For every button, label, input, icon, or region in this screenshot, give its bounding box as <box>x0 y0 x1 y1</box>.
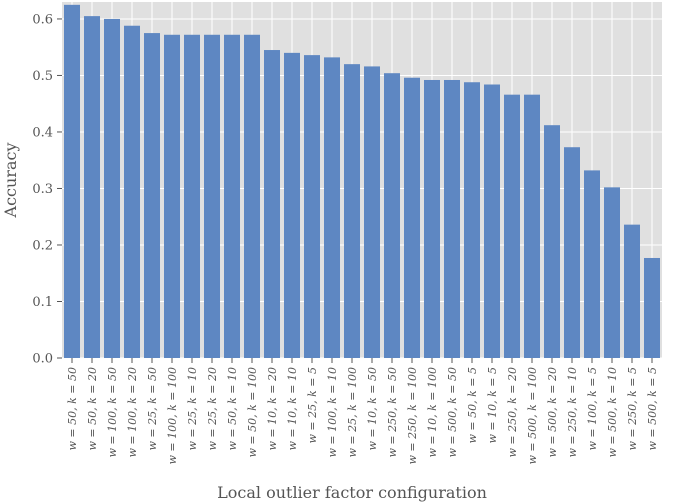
x-tick-label: w = 500, k = 5 <box>646 367 659 451</box>
bar <box>104 18 120 358</box>
x-tick-label: w = 10, k = 100 <box>426 367 439 458</box>
bars <box>64 4 660 359</box>
bar <box>564 147 580 358</box>
bar <box>84 16 100 358</box>
x-tick-label: w = 100, k = 20 <box>126 367 139 458</box>
x-tick-label: w = 500, k = 100 <box>526 367 539 465</box>
x-tick-label: w = 250, k = 20 <box>506 367 519 458</box>
x-tick-label: w = 10, k = 50 <box>366 367 379 451</box>
y-tick-label: 0.4 <box>32 125 53 140</box>
y-tick-label: 0.5 <box>32 69 53 84</box>
x-tick-label: w = 250, k = 10 <box>566 367 579 458</box>
x-tick-label: w = 50, k = 20 <box>86 367 99 451</box>
y-axis-label: Accuracy <box>1 143 20 219</box>
bar <box>184 34 200 359</box>
x-tick-label: w = 100, k = 50 <box>106 367 119 458</box>
y-tick-label: 0.0 <box>32 352 53 367</box>
x-axis-ticks: w = 50, k = 50 w = 50, k = 20 w = 100, k =… <box>66 358 659 465</box>
bar <box>264 50 280 359</box>
bar <box>484 84 500 358</box>
x-tick-label: w = 100, k = 5 <box>586 367 599 451</box>
bar <box>64 4 80 358</box>
y-tick-label: 0.6 <box>32 12 53 27</box>
bar <box>164 34 180 359</box>
bar <box>504 94 520 358</box>
bar <box>364 66 380 359</box>
bar <box>644 257 660 358</box>
x-tick-label: w = 50, k = 5 <box>466 367 479 444</box>
x-tick-label: w = 500, k = 20 <box>546 367 559 458</box>
x-tick-label: w = 25, k = 100 <box>346 367 359 458</box>
bar <box>204 34 220 359</box>
bar <box>464 82 480 358</box>
x-tick-label: w = 25, k = 50 <box>146 367 159 451</box>
bar <box>224 34 240 359</box>
bar <box>444 79 460 358</box>
x-tick-label: w = 100, k = 100 <box>166 367 179 465</box>
x-tick-label: w = 10, k = 20 <box>266 367 279 451</box>
x-tick-label: w = 10, k = 5 <box>486 367 499 444</box>
x-tick-label: w = 500, k = 50 <box>446 367 459 458</box>
bar <box>284 52 300 358</box>
x-tick-label: w = 50, k = 50 <box>66 367 79 451</box>
bar <box>424 79 440 358</box>
bar <box>244 34 260 359</box>
y-tick-label: 0.2 <box>32 238 53 253</box>
x-tick-label: w = 50, k = 10 <box>226 367 239 451</box>
y-tick-label: 0.3 <box>32 182 53 197</box>
x-tick-label: w = 25, k = 20 <box>206 367 219 451</box>
x-tick-label: w = 250, k = 50 <box>386 367 399 458</box>
bar <box>384 73 400 358</box>
x-tick-label: w = 50, k = 100 <box>246 367 259 458</box>
bar <box>404 77 420 358</box>
x-axis-label: Local outlier factor configuration <box>217 483 487 502</box>
plot-area <box>62 2 662 358</box>
bar <box>144 33 160 358</box>
y-tick-label: 0.1 <box>32 295 53 310</box>
bar <box>524 94 540 358</box>
x-tick-label: w = 10, k = 10 <box>286 367 299 451</box>
bar <box>584 170 600 358</box>
bar <box>324 57 340 358</box>
x-tick-label: w = 500, k = 10 <box>606 367 619 458</box>
bar <box>624 224 640 358</box>
x-tick-label: w = 250, k = 100 <box>406 367 419 465</box>
bar <box>344 64 360 359</box>
x-tick-label: w = 25, k = 10 <box>186 367 199 451</box>
bar <box>124 25 140 358</box>
x-tick-label: w = 100, k = 10 <box>326 367 339 458</box>
y-axis-ticks: 0.0 0.1 0.2 0.3 0.4 0.5 0.6 <box>32 12 62 367</box>
bar <box>544 125 560 358</box>
bar <box>304 55 320 358</box>
bar <box>604 187 620 358</box>
x-tick-label: w = 250, k = 5 <box>626 367 639 451</box>
x-tick-label: w = 25, k = 5 <box>306 367 319 444</box>
